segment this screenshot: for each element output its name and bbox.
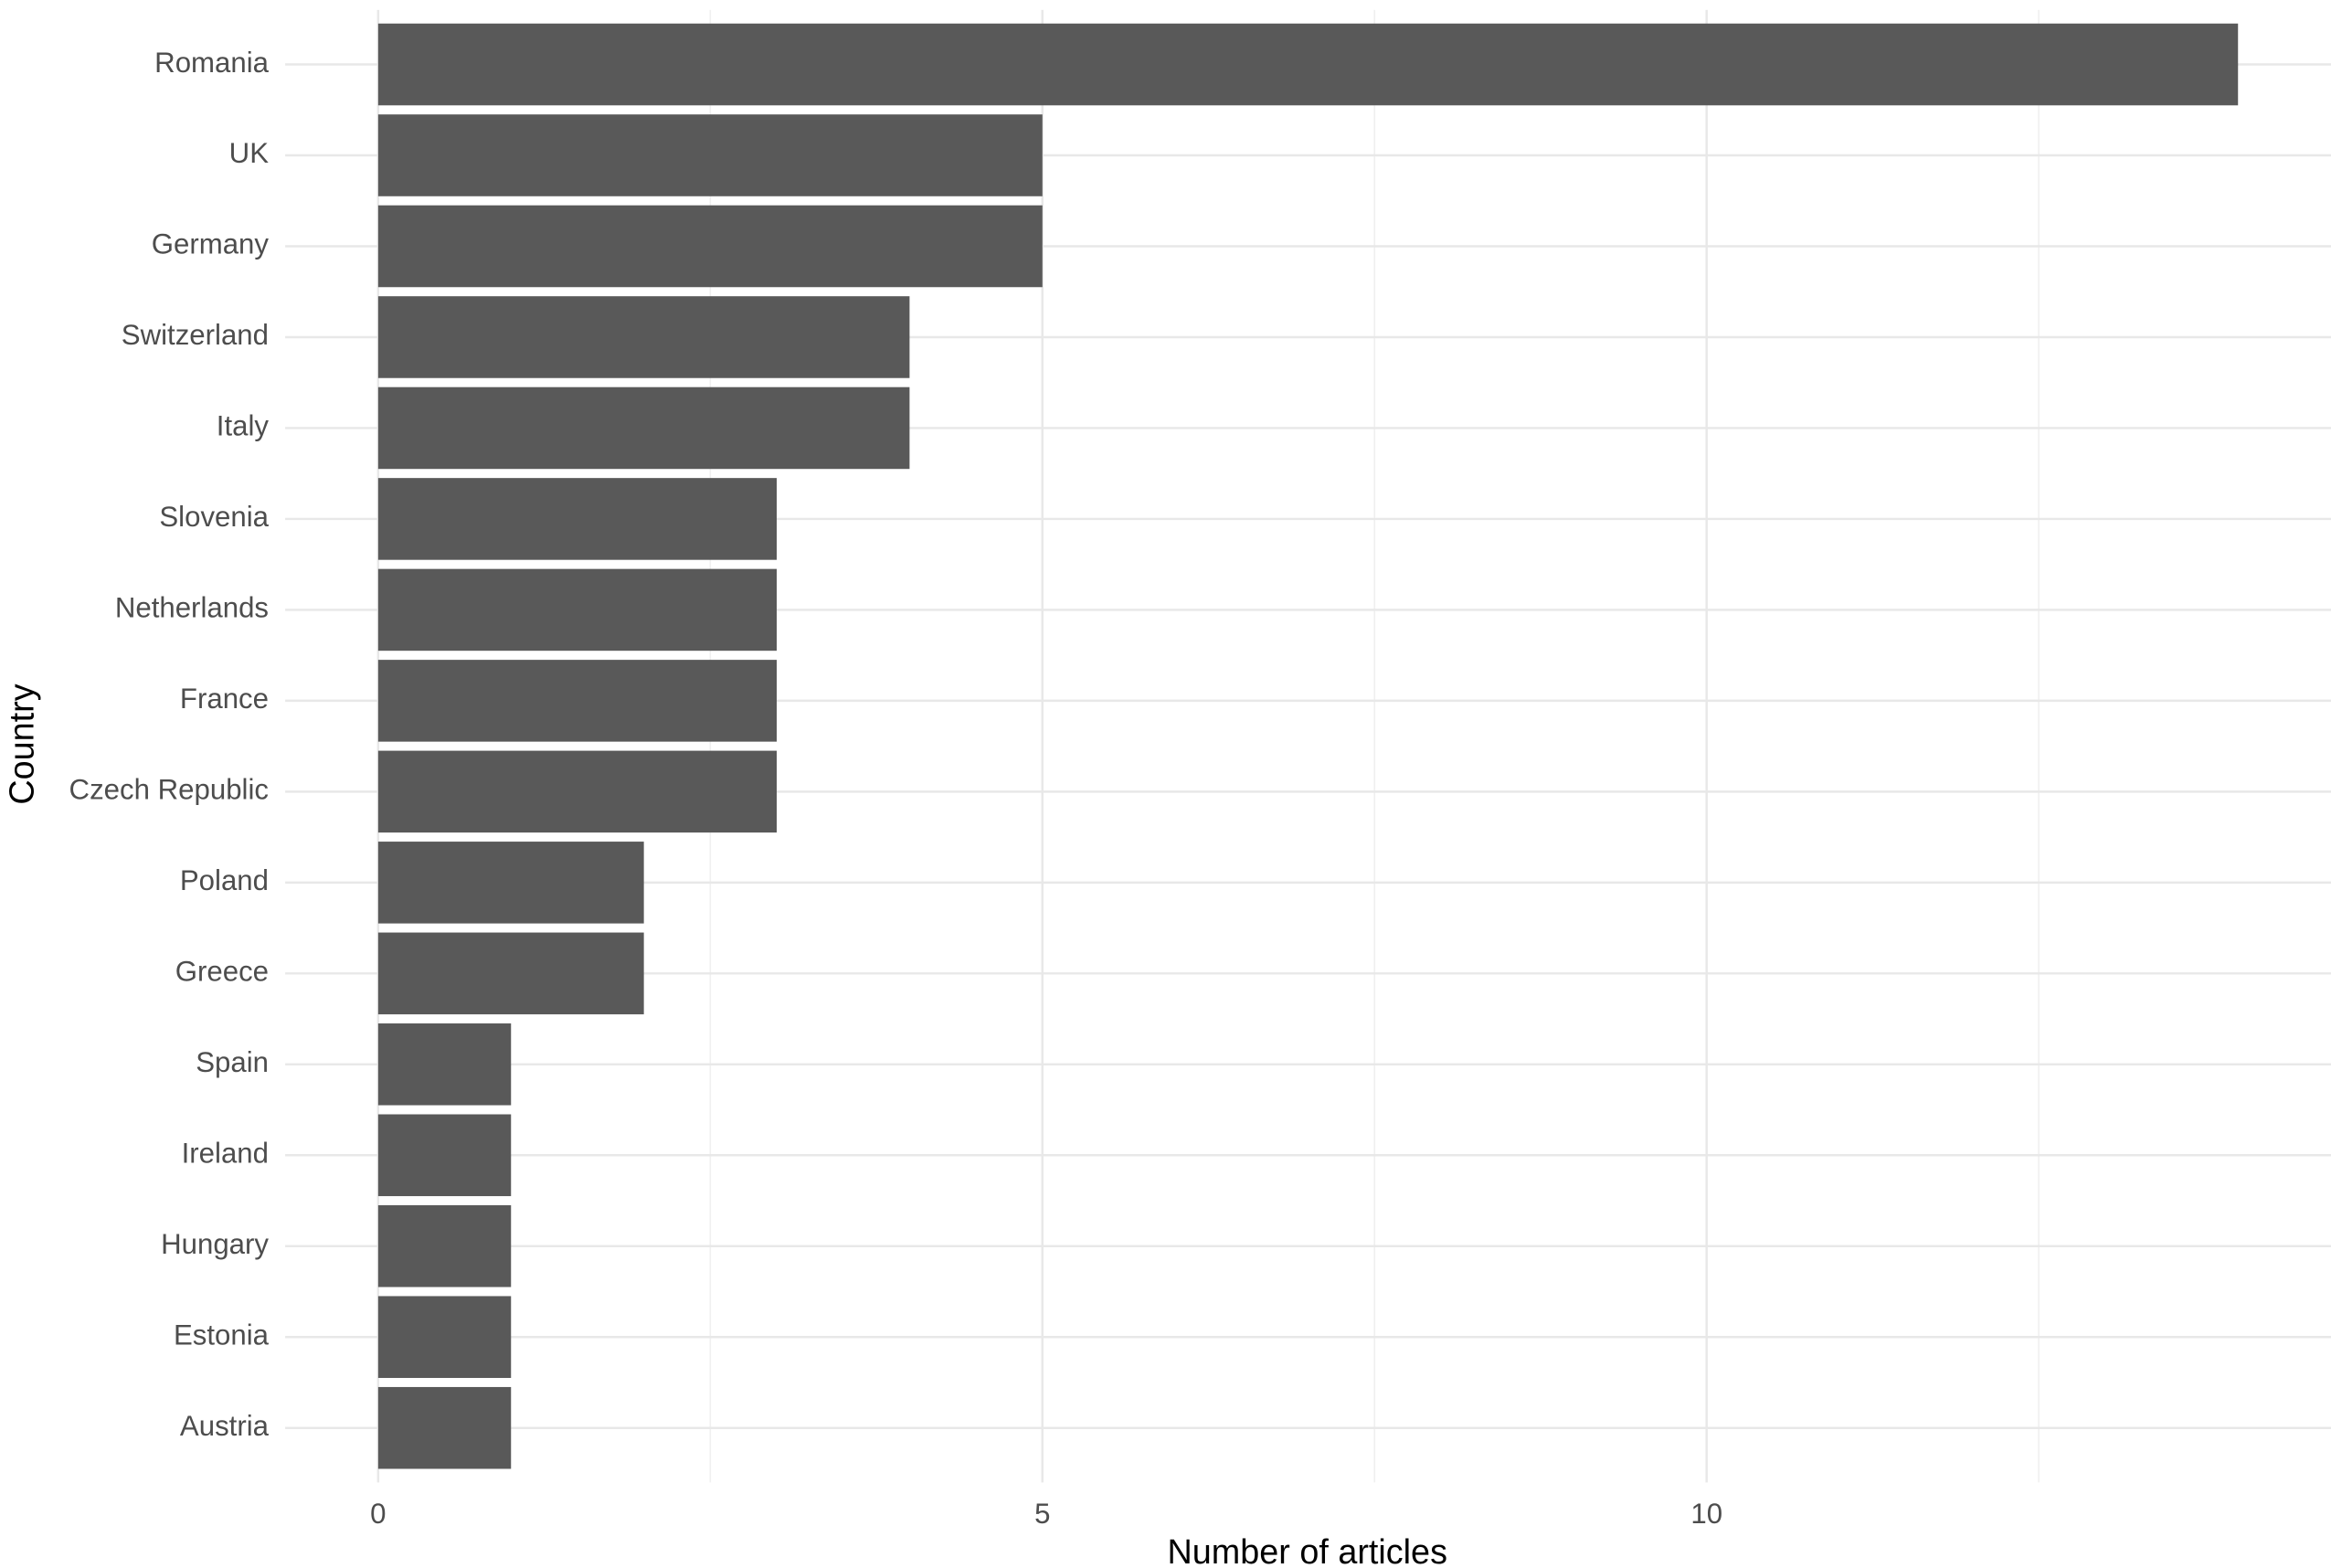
- y-tick-label: Romania: [154, 47, 269, 79]
- x-axis-title: Number of articles: [1167, 1533, 1446, 1568]
- y-tick-label: Netherlands: [115, 592, 269, 624]
- y-tick-label: Italy: [217, 410, 270, 442]
- y-tick-label: Switzerland: [122, 319, 269, 351]
- bar: [377, 1386, 512, 1469]
- bar: [377, 1023, 512, 1106]
- bar: [377, 568, 778, 652]
- bar: [377, 478, 778, 560]
- y-tick-label: Slovenia: [159, 501, 269, 533]
- y-tick-label: Czech Republic: [69, 774, 269, 806]
- y-tick-label: Germany: [152, 228, 270, 260]
- x-tick-label: 5: [1034, 1498, 1050, 1530]
- bar: [377, 660, 778, 742]
- y-tick-label: Estonia: [174, 1319, 270, 1351]
- y-axis-title: Country: [3, 683, 41, 804]
- bar: [377, 750, 778, 833]
- bar: [377, 1204, 512, 1287]
- bar: [377, 296, 910, 378]
- bar: [377, 387, 910, 470]
- y-tick-label: Greece: [175, 956, 269, 988]
- y-tick-label: UK: [229, 137, 270, 169]
- x-tick-label: 0: [370, 1498, 386, 1530]
- y-tick-label: Hungary: [161, 1228, 269, 1260]
- bar: [377, 1114, 512, 1197]
- bar: [377, 114, 1043, 196]
- y-tick-label: Ireland: [182, 1138, 269, 1170]
- y-tick-label: Austria: [180, 1410, 270, 1442]
- y-tick-label: France: [180, 683, 269, 715]
- bar: [377, 842, 644, 924]
- bar: [377, 23, 2239, 106]
- x-tick-label: 10: [1690, 1498, 1722, 1530]
- y-tick-label: Spain: [196, 1046, 269, 1078]
- bar: [377, 932, 644, 1015]
- bar: [377, 205, 1043, 288]
- y-tick-label: Poland: [180, 864, 269, 896]
- bar: [377, 1296, 512, 1378]
